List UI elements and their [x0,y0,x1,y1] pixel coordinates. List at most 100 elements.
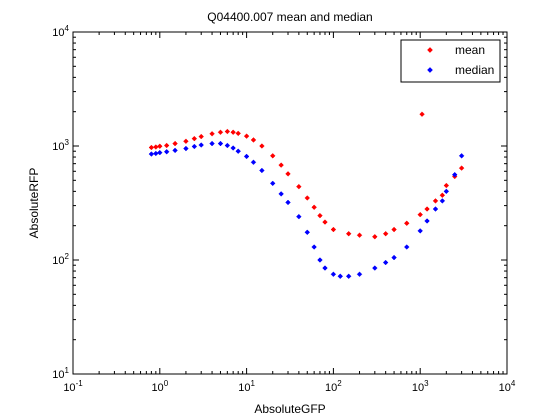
mean-point [224,128,231,135]
mean-point [372,233,378,240]
mean-point [172,140,178,147]
median-point [235,148,241,154]
mean-point [198,133,204,140]
median-point [259,167,265,174]
mean-point [391,226,397,233]
median-point [163,149,170,155]
median-point [304,229,311,236]
chart-title: Q04400.007 mean and median [207,10,372,24]
legend-box [400,39,501,83]
mean-point [439,192,446,198]
mean-point [250,137,257,143]
median-point [372,265,378,271]
median-point [209,140,215,147]
mean-point [304,195,311,201]
median-point [424,218,430,224]
data-points [148,111,465,280]
median-point [322,265,328,271]
axis-tick-labels: 10-1 100 101 102 103 104 101 102 103 104 [52,24,516,394]
median-point [311,244,317,250]
mean-point [296,183,302,190]
legend: mean median [400,39,501,83]
median-point [443,188,450,195]
mean-point [243,133,250,139]
mean-point [382,230,389,237]
median-point [148,151,155,157]
median-point [330,271,337,277]
x-axis-title: AbsoluteGFP [254,402,325,416]
mean-point [209,131,215,137]
mean-point [148,144,155,151]
series-mean [148,111,465,240]
x-tick-label: 101 [238,379,255,394]
x-tick-label: 104 [499,379,516,394]
legend-marker-median [427,67,433,73]
median-point [243,153,250,160]
mean-point [404,220,410,227]
mean-point [163,142,170,149]
x-tick-label: 100 [151,379,168,394]
median-point [191,143,198,150]
median-point [451,171,458,178]
mean-point [317,212,323,219]
mean-point [330,226,337,233]
median-point [285,199,291,206]
mean-point [458,165,465,171]
mean-point [269,153,276,159]
median-point [432,206,439,212]
median-point [296,213,302,220]
median-point [217,140,224,147]
median-point [439,198,446,204]
mean-point [443,182,450,189]
mean-point [235,130,241,137]
y-tick-label: 101 [52,366,69,381]
y-axis-title: AbsoluteRFP [27,168,41,239]
median-point [224,142,231,149]
median-point [317,257,323,263]
median-point [183,145,189,152]
mean-point [217,129,224,136]
median-point [404,244,410,250]
mean-point [259,143,265,149]
mean-point [322,219,328,225]
median-point [172,147,178,154]
mean-point [191,135,198,142]
median-point [337,273,344,280]
y-tick-label: 104 [52,24,69,39]
y-tick-label: 103 [52,138,69,153]
legend-marker-mean [427,47,433,53]
y-tick-label: 102 [52,252,69,267]
x-tick-label: 102 [325,379,342,394]
legend-label-mean: mean [455,43,485,57]
mean-point [183,138,189,145]
median-point [417,228,423,234]
median-point [278,191,284,197]
mean-point [356,232,363,238]
mean-point [417,211,423,218]
mean-point [419,111,425,117]
median-point [356,271,363,277]
median-point [345,273,352,280]
median-point [230,145,236,151]
x-tick-label: 103 [412,379,429,394]
legend-label-median: median [455,63,494,77]
mean-point [345,230,352,237]
mean-point [278,162,284,168]
axis-ticks [72,32,507,375]
median-point [269,180,276,187]
series-median [148,140,465,280]
mean-point [157,143,163,150]
median-point [458,153,465,159]
median-point [250,159,257,166]
median-point [198,142,204,148]
mean-point [230,129,236,136]
median-point [382,259,389,266]
median-point [157,149,163,156]
mean-point [424,206,430,212]
mean-point [285,171,291,177]
x-tick-label: 10-1 [63,379,83,394]
mean-point [432,198,439,204]
median-point [391,254,397,261]
mean-point [311,204,317,211]
